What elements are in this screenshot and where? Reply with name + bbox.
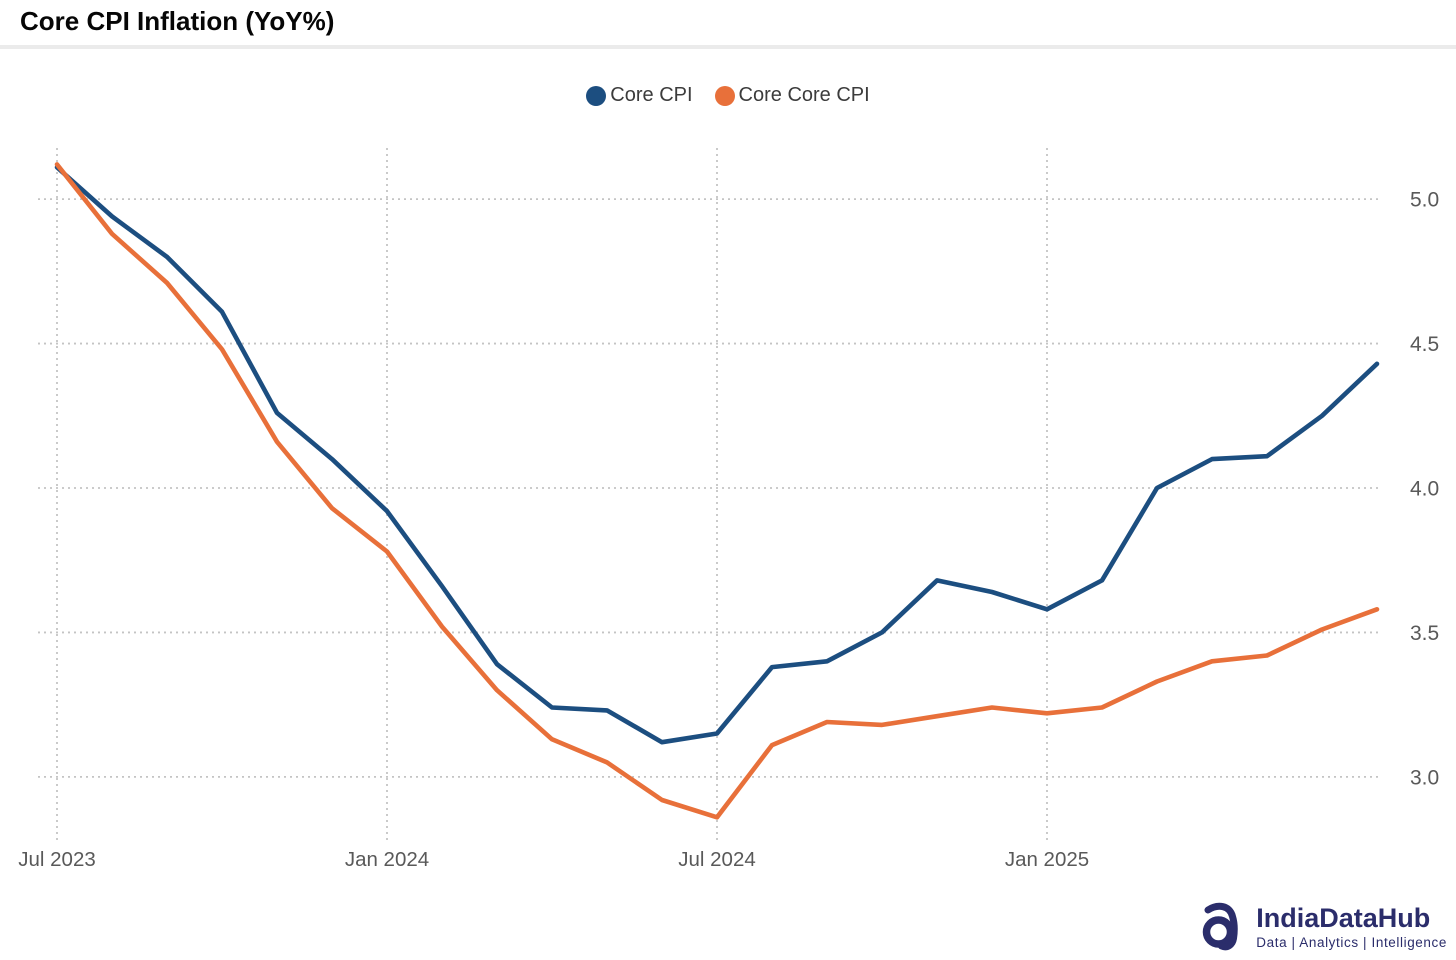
y-tick-label: 3.5	[1410, 622, 1439, 645]
legend-label: Core CPI	[610, 84, 693, 106]
y-tick-label: 5.0	[1410, 189, 1439, 212]
x-tick-label: Jan 2024	[345, 848, 429, 871]
series-line-core-cpi	[54, 165, 1380, 745]
series-line-core-core-cpi	[54, 162, 1380, 820]
x-tick-label: Jan 2025	[1005, 848, 1089, 871]
legend-label: Core Core CPI	[738, 84, 870, 106]
x-tick-label: Jul 2023	[18, 848, 96, 871]
chart-title: Core CPI Inflation (YoY%)	[20, 6, 335, 36]
y-tick-label: 4.0	[1410, 477, 1439, 500]
legend-item-core-cpi[interactable]: Core CPI	[586, 84, 693, 107]
brand-name: IndiaDataHub	[1256, 903, 1431, 934]
brand-tagline: Data | Analytics | Intelligence	[1256, 934, 1447, 950]
chart-legend: Core CPI Core Core CPI	[0, 84, 1456, 107]
legend-item-core-core-cpi[interactable]: Core Core CPI	[714, 84, 870, 107]
legend-dot-core-cpi-icon	[586, 85, 607, 106]
y-tick-label: 3.0	[1410, 766, 1439, 789]
indiadatahub-logo: IndiaDataHub Data | Analytics | Intellig…	[1201, 902, 1447, 952]
indiadatahub-logo-icon	[1203, 902, 1238, 951]
y-tick-label: 4.5	[1410, 333, 1439, 356]
legend-dot-core-core-cpi-icon	[714, 85, 735, 106]
title-divider	[0, 45, 1456, 49]
x-tick-label: Jul 2024	[678, 848, 756, 871]
